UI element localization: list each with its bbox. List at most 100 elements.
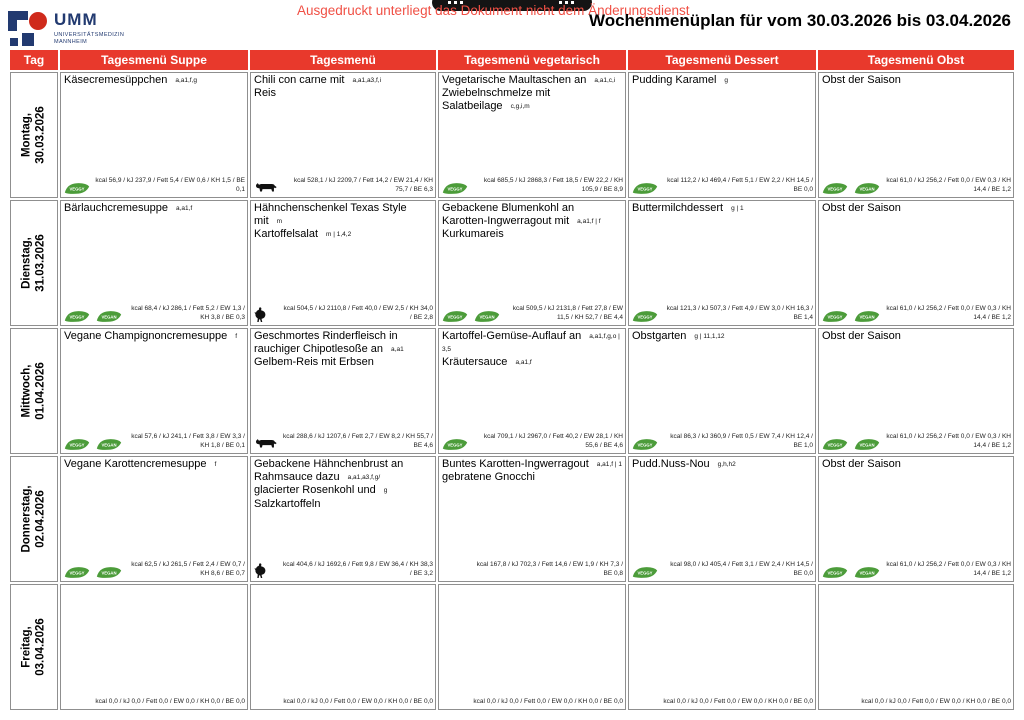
allergen-codes: a,a1,f — [175, 205, 193, 212]
veggy-icon: VEGGY — [442, 311, 468, 322]
day-label: Mittwoch, 01.04.2026 — [20, 331, 49, 451]
logo-acronym: UMM — [54, 10, 98, 29]
day-cell: Montag, 30.03.2026 — [10, 72, 58, 198]
nutrition-info: kcal 504,5 / kJ 2110,8 / Fett 40,0 / EW … — [283, 305, 433, 322]
veggy-icon: VEGGY — [64, 567, 90, 578]
table-row: Freitag, 03.04.2026 kcal 0,0 / kJ 0,0 / Fe… — [10, 584, 1014, 710]
menu-cell: kcal 0,0 / kJ 0,0 / Fett 0,0 / EW 0,0 / … — [60, 584, 248, 710]
dish-name: Obst der Saison — [822, 458, 901, 470]
cow-icon — [256, 183, 277, 192]
dish-name: Obst der Saison — [822, 202, 901, 214]
cell-footer: VEGGY kcal 112,2 / kJ 469,4 / Fett 5,1 / … — [632, 177, 813, 195]
cell-content: Geschmortes Rinderfleisch in rauchiger C… — [254, 330, 432, 370]
day-name: Mittwoch, — [20, 364, 33, 418]
nutrition-info: kcal 61,0 / kJ 256,2 / Fett 0,0 / EW 0,3… — [886, 561, 1011, 578]
menu-cell: Kartoffel-Gemüse-Auflauf an a,a1,f,g,o | … — [438, 328, 626, 454]
dish-name: Vegane Karottencremesuppe — [64, 458, 207, 470]
umm-logo-text: UMM UNIVERSITÄTSMEDIZIN MANNHEIM — [54, 11, 124, 46]
menu-cell: Käsecremesüppchen a,a1,f,g VEGGY kcal 56,9 … — [60, 72, 248, 198]
svg-text:VEGGY: VEGGY — [69, 187, 84, 192]
cell-content: Obst der Saison — [822, 458, 1010, 471]
allergen-codes: g — [383, 487, 388, 495]
dish-name: Vegetarische Maultaschen an — [442, 74, 587, 86]
document-header: UMM UNIVERSITÄTSMEDIZIN MANNHEIM Ausgedr… — [0, 0, 1024, 48]
menu-cell: Chili con carne mit a,a1,a3,f,i Reis kcal 5… — [250, 72, 436, 198]
cell-icons: VEGGY VEGAN — [64, 310, 122, 323]
cell-icons — [254, 307, 267, 323]
allergen-codes: f — [214, 461, 217, 468]
cell-footer: VEGGY kcal 86,3 / kJ 360,9 / Fett 0,5 / E… — [632, 433, 813, 451]
cell-content: Vegane Champignoncremesuppe f — [64, 330, 244, 343]
nutrition-info: kcal 56,9 / kJ 237,9 / Fett 5,4 / EW 0,6… — [95, 177, 245, 194]
menu-cell: Obst der Saison VEGGY VEGAN kcal 61,0 / kJ … — [818, 72, 1014, 198]
allergen-codes: a,a1,f,g,o | 3,5 — [442, 333, 620, 354]
day-cell: Freitag, 03.04.2026 — [10, 584, 58, 710]
veggy-icon: VEGGY — [632, 439, 658, 450]
allergen-codes: g | 11,1,12 — [694, 333, 725, 340]
table-row: Mittwoch, 01.04.2026 Vegane Champignoncrem… — [10, 328, 1014, 454]
cell-icons: VEGGY — [632, 310, 658, 323]
svg-text:VEGAN: VEGAN — [859, 443, 874, 448]
cell-icons: VEGGY VEGAN — [442, 310, 500, 323]
cell-footer: VEGGY VEGAN kcal 62,5 / kJ 261,5 / Fett 2,… — [64, 561, 245, 579]
nutrition-info: kcal 404,6 / kJ 1692,6 / Fett 9,8 / EW 3… — [283, 561, 433, 578]
allergen-codes: g,h,h2 — [717, 461, 736, 468]
dish-name: Kartoffel-Gemüse-Auflauf an — [442, 330, 582, 342]
column-header-5: Tagesmenü Obst — [818, 50, 1014, 70]
dish-name: Gebackene Hähnchenbrust an Rahmsauce daz… — [254, 458, 404, 484]
veggy-icon: VEGGY — [632, 183, 658, 194]
day-name: Freitag, — [20, 626, 33, 668]
nutrition-info: kcal 62,5 / kJ 261,5 / Fett 2,4 / EW 0,7… — [131, 561, 245, 578]
allergen-codes: a,a1,f | 1 — [596, 461, 622, 468]
vegan-icon: VEGAN — [854, 311, 880, 322]
menu-cell: Pudding Karamel g VEGGY kcal 112,2 / kJ 469… — [628, 72, 816, 198]
cell-icons — [254, 436, 278, 451]
nutrition-info: kcal 0,0 / kJ 0,0 / Fett 0,0 / EW 0,0 / … — [861, 698, 1011, 706]
veggy-icon: VEGGY — [64, 439, 90, 450]
cell-content: Obst der Saison — [822, 202, 1010, 215]
svg-text:VEGGY: VEGGY — [69, 571, 84, 576]
dish-name: Obst der Saison — [822, 330, 901, 342]
cell-footer: VEGGY VEGAN kcal 509,5 / kJ 2131,8 / Fett … — [442, 305, 623, 323]
dish-name: Zwiebelnschmelze mit — [442, 87, 551, 100]
menu-cell: kcal 0,0 / kJ 0,0 / Fett 0,0 / EW 0,0 / … — [818, 584, 1014, 710]
dish-name: Buttermilchdessert — [632, 202, 724, 214]
nutrition-info: kcal 509,5 / kJ 2131,8 / Fett 27,8 / EW … — [512, 305, 623, 322]
redaction-bar — [432, 0, 592, 11]
allergen-codes: m — [276, 218, 283, 226]
menu-cell: Obst der Saison VEGGY VEGAN kcal 61,0 / kJ … — [818, 328, 1014, 454]
svg-text:VEGGY: VEGGY — [637, 187, 652, 192]
cell-icons: VEGGY — [64, 182, 90, 195]
svg-text:VEGGY: VEGGY — [447, 187, 462, 192]
table-row: Donnerstag, 02.04.2026 Vegane Karottencrem… — [10, 456, 1014, 582]
allergen-codes: a,a1,a3,f,i — [352, 77, 382, 84]
day-date: 31.03.2026 — [35, 234, 47, 292]
svg-text:VEGAN: VEGAN — [479, 315, 494, 320]
day-cell: Donnerstag, 02.04.2026 — [10, 456, 58, 582]
vegan-icon: VEGAN — [854, 439, 880, 450]
cell-footer: kcal 0,0 / kJ 0,0 / Fett 0,0 / EW 0,0 / … — [822, 698, 1011, 707]
menu-cell: Vegetarische Maultaschen an a,a1,c,i Zwieb… — [438, 72, 626, 198]
svg-text:VEGGY: VEGGY — [637, 571, 652, 576]
nutrition-info: kcal 0,0 / kJ 0,0 / Fett 0,0 / EW 0,0 / … — [283, 698, 433, 706]
day-date: 30.03.2026 — [35, 106, 47, 164]
umm-logo: UMM UNIVERSITÄTSMEDIZIN MANNHEIM — [8, 11, 124, 49]
cell-icons: VEGGY VEGAN — [64, 438, 122, 451]
svg-text:VEGAN: VEGAN — [101, 315, 116, 320]
column-header-3: Tagesmenü vegetarisch — [438, 50, 626, 70]
svg-text:VEGGY: VEGGY — [447, 315, 462, 320]
veggy-icon: VEGGY — [442, 183, 468, 194]
nutrition-info: kcal 528,1 / kJ 2209,7 / Fett 14,2 / EW … — [293, 177, 433, 194]
column-header-2: Tagesmenü — [250, 50, 436, 70]
svg-text:VEGAN: VEGAN — [859, 187, 874, 192]
cell-footer: kcal 504,5 / kJ 2110,8 / Fett 40,0 / EW … — [254, 305, 433, 323]
cell-footer: kcal 0,0 / kJ 0,0 / Fett 0,0 / EW 0,0 / … — [632, 698, 813, 707]
logo-subtitle: UNIVERSITÄTSMEDIZIN MANNHEIM — [54, 32, 125, 46]
dish-name: Geschmortes Rinderfleisch in rauchiger C… — [254, 330, 398, 356]
veggy-icon: VEGGY — [822, 567, 848, 578]
svg-text:VEGGY: VEGGY — [827, 571, 842, 576]
nutrition-info: kcal 57,6 / kJ 241,1 / Fett 3,8 / EW 3,3… — [131, 433, 245, 450]
day-date: 01.04.2026 — [35, 362, 47, 420]
svg-text:VEGAN: VEGAN — [859, 571, 874, 576]
